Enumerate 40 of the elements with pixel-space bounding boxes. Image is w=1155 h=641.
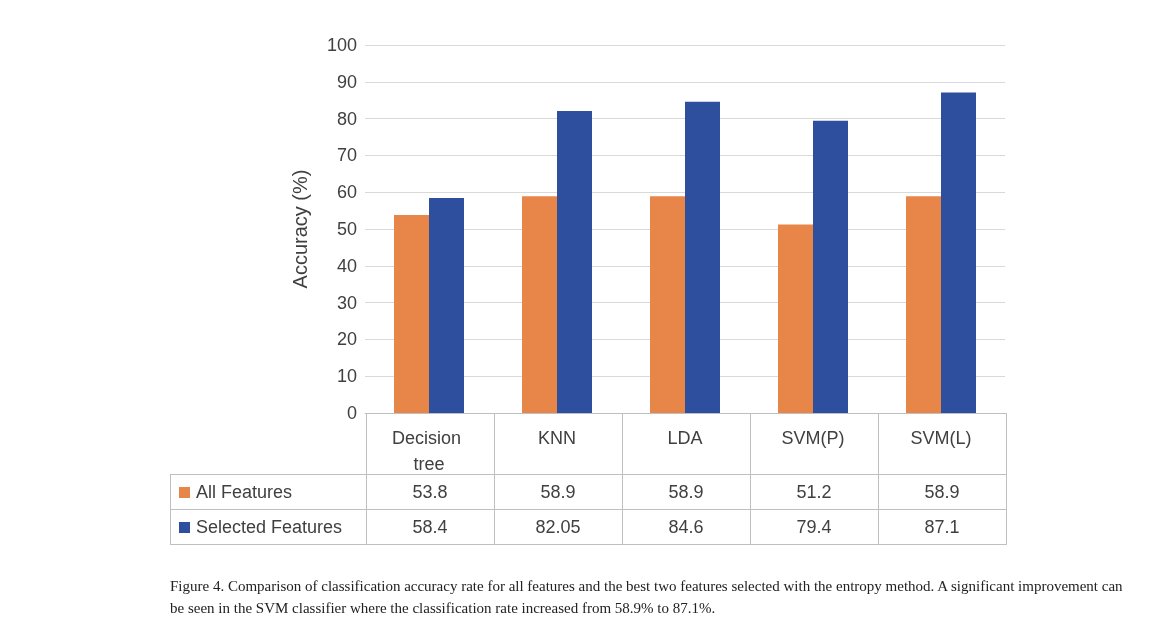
bar [941,92,976,413]
data-label: 53.8 [366,474,494,510]
bar [557,111,592,413]
data-label: 51.2 [750,474,878,510]
y-tick-label: 40 [336,255,357,276]
data-label: 58.4 [366,509,494,545]
legend-label: Selected Features [170,509,366,545]
caption: Figure 4. Comparison of classification accuracy rate for all features and the best two features selected with the entropy method. A significant improvement can be seen in the SVM classifier where the classification rate increased from 58.9% to 87.1%. [170,577,1124,618]
x-tick-label: Decision tree [391,428,467,474]
bar [429,198,464,413]
x-tick-label: LDA [667,428,703,448]
y-tick-label: 20 [336,329,357,350]
data-label: 58.9 [622,474,750,510]
data-label: 58.9 [878,474,1006,510]
y-tick-label: 100 [326,35,357,55]
y-tick-label: 60 [336,182,357,203]
bar [522,196,557,413]
y-axis-title: Accuracy (%) [289,169,311,289]
x-tick-label: SVM(L) [910,428,972,448]
y-tick-label: 90 [336,71,357,92]
x-tick-label: SVM(P) [781,428,845,448]
x-tick-label: KNN [537,428,577,448]
y-tick-label: 50 [336,219,357,239]
y-tick-label: 0 [346,403,357,423]
data-label: 87.1 [878,509,1006,545]
data-label: 84.6 [622,509,750,545]
y-tick-label: 70 [336,145,357,166]
legend-label: All Features [170,474,366,510]
bar [650,196,685,413]
bar [906,196,941,413]
bar [778,224,813,413]
data-label: 58.9 [494,474,622,510]
y-tick-label: 80 [336,108,357,129]
data-label: 79.4 [750,509,878,545]
bar [394,215,429,413]
data-label: 82.05 [494,509,622,545]
bar [813,120,848,413]
y-tick-label: 10 [336,366,357,387]
bar [685,101,720,413]
y-tick-label: 30 [336,292,357,313]
